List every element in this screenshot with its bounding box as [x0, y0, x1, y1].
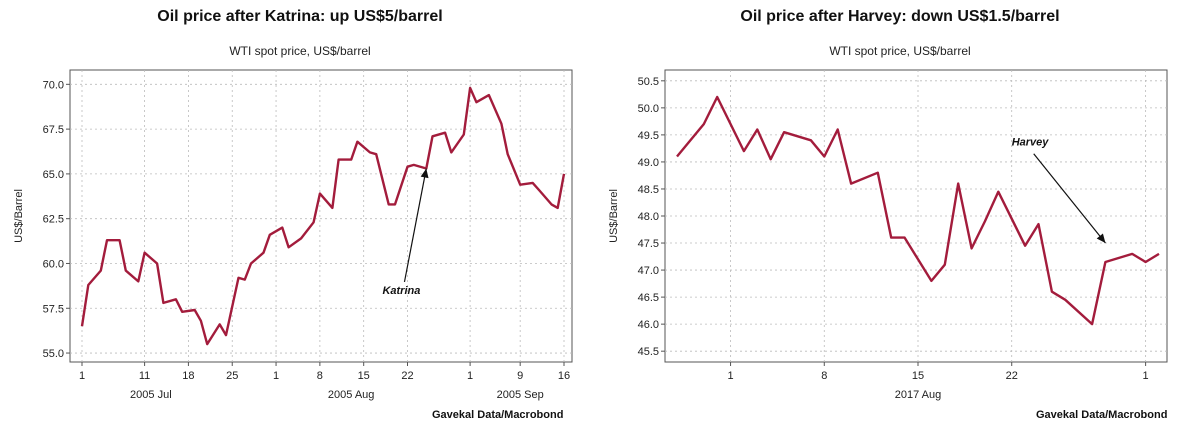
x-tick-label: 9: [517, 370, 523, 382]
y-tick-label: 60.0: [43, 258, 64, 270]
y-tick-label: 47.0: [638, 265, 659, 277]
x-tick-label: 15: [912, 370, 924, 382]
y-tick-label: 46.0: [638, 319, 659, 331]
y-tick-label: 50.5: [638, 76, 659, 88]
y-tick-label: 49.0: [638, 157, 659, 169]
katrina-line-chart: 55.057.560.062.565.067.570.01 11 18 25 1 8 15 2…: [13, 69, 573, 401]
harvey-line-chart: 45.5 46.0 46.5 47.0 47.5 48.0 48.5 49.0 49.5 50.0…: [608, 69, 1168, 401]
y-tick-label: 65.0: [43, 169, 64, 181]
y-tick-label: 67.5: [43, 124, 64, 136]
x-tick-label: 1: [79, 370, 85, 382]
plot-frame: [69, 69, 573, 363]
x-tick-label: 8: [821, 370, 827, 382]
x-tick-label: 1: [467, 370, 473, 382]
x-tick-label: 1: [727, 370, 733, 382]
x-month-label: 2005 Aug: [328, 389, 375, 401]
chart-subtitle: WTI spot price, US$/barrel: [229, 44, 371, 58]
y-tick-label: 48.0: [638, 211, 659, 223]
annotation-arrow-head: [420, 168, 429, 179]
x-tick-label: 16: [558, 370, 570, 382]
y-tick-label: 47.5: [638, 238, 659, 250]
y-axis-title: US$/Barrel: [13, 189, 25, 243]
x-tick-label: 8: [317, 370, 323, 382]
annotation-arrow-head: [1096, 233, 1106, 244]
x-tick-label: 22: [1006, 370, 1018, 382]
source-label: Gavekal Data/Macrobond: [1036, 409, 1168, 421]
x-month-label: 2017 Aug: [895, 389, 942, 401]
katrina-chart-panel: Oil price after Katrina: up US$5/barrel …: [13, 8, 573, 421]
chart-title: Oil price after Harvey: down US$1.5/barr…: [740, 8, 1060, 25]
price-series-line: [80, 86, 566, 346]
harvey-chart-panel: Oil price after Harvey: down US$1.5/barr…: [600, 0, 1200, 433]
x-tick-label: 1: [1143, 370, 1149, 382]
x-tick-label: 15: [358, 370, 370, 382]
annotation-label: Katrina: [382, 285, 420, 297]
y-tick-label: 46.5: [638, 292, 659, 304]
annotation-arrow-line: [403, 168, 427, 283]
annotation-arrow-line: [1033, 153, 1106, 244]
y-tick-label: 70.0: [43, 79, 64, 91]
x-tick-label: 11: [139, 370, 150, 382]
x-month-label: 2005 Sep: [497, 389, 544, 401]
price-series-line: [676, 95, 1160, 326]
y-tick-label: 55.0: [43, 348, 64, 360]
y-tick-label: 45.5: [638, 346, 659, 358]
y-tick-label: 50.0: [638, 103, 659, 115]
x-tick-label: 25: [226, 370, 238, 382]
source-label: Gavekal Data/Macrobond: [432, 409, 564, 421]
y-axis-title: US$/Barrel: [608, 189, 620, 243]
y-tick-label: 48.5: [638, 184, 659, 196]
y-tick-label: 57.5: [43, 303, 64, 315]
chart-title: Oil price after Katrina: up US$5/barrel: [157, 8, 443, 25]
x-tick-label: 22: [401, 370, 413, 382]
y-tick-label: 62.5: [43, 214, 64, 226]
annotation-label: Harvey: [1012, 137, 1050, 149]
x-month-label: 2005 Jul: [130, 389, 172, 401]
x-tick-label: 1: [273, 370, 279, 382]
x-tick-label: 18: [182, 370, 194, 382]
chart-subtitle: WTI spot price, US$/barrel: [829, 44, 971, 58]
y-tick-label: 49.5: [638, 130, 659, 142]
